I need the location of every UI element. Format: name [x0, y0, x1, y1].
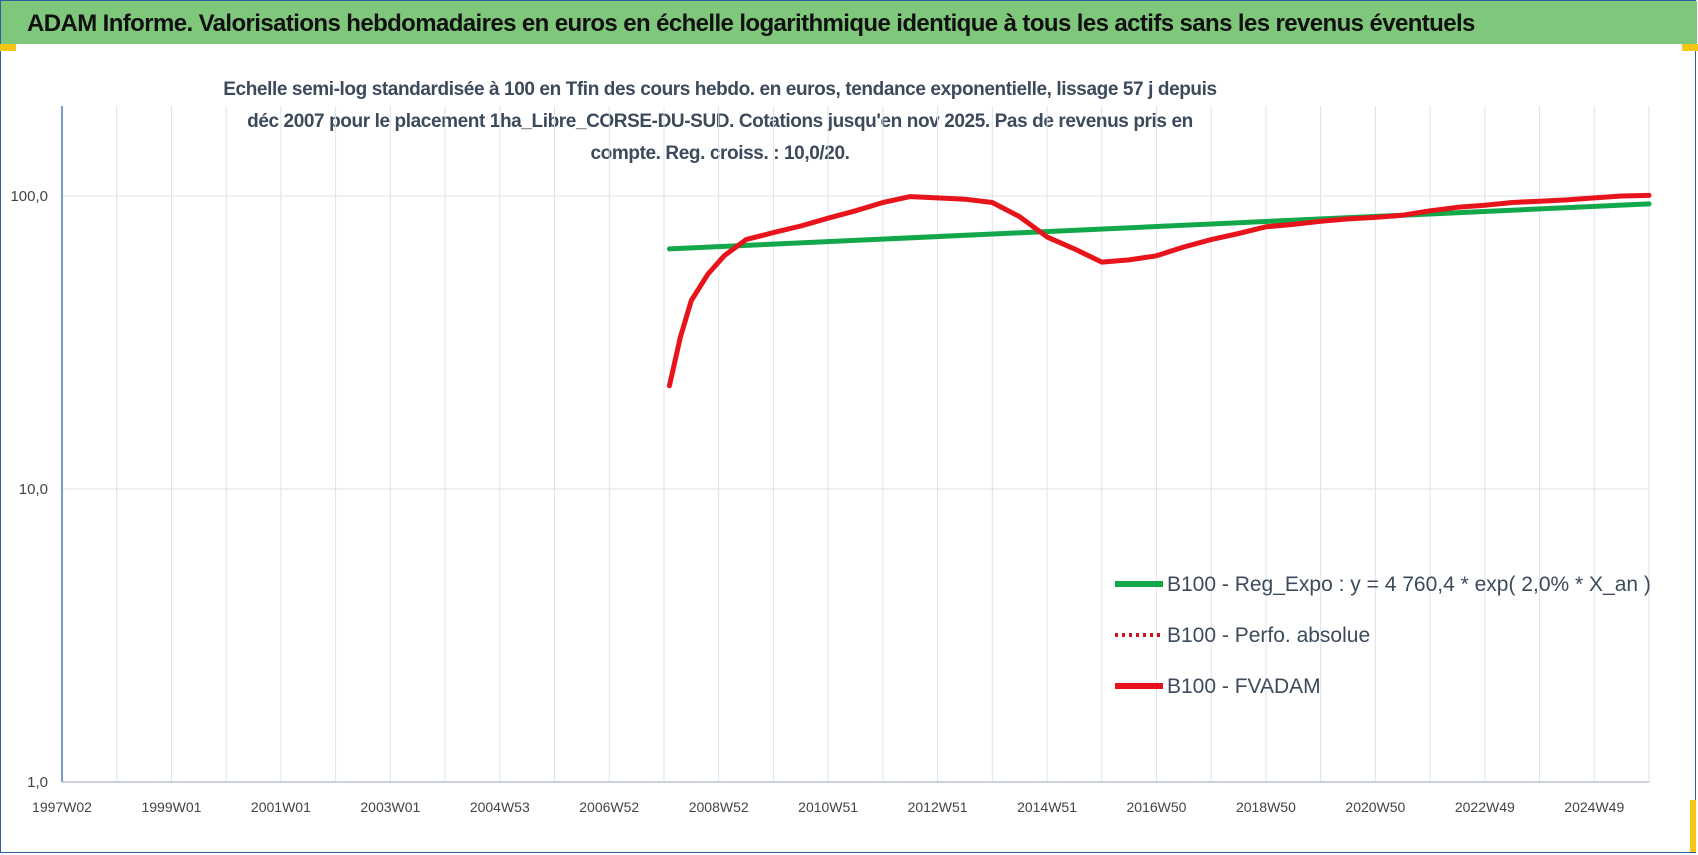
- x-tick-label: 1999W01: [141, 799, 201, 815]
- y-tick-label: 100,0: [10, 188, 48, 205]
- header-bar: ADAM Informe. Valorisations hebdomadaire…: [1, 1, 1697, 44]
- page-title: ADAM Informe. Valorisations hebdomadaire…: [27, 10, 1475, 37]
- legend-label-2: B100 - FVADAM: [1167, 675, 1321, 698]
- x-tick-label: 2003W01: [360, 799, 420, 815]
- grid: [61, 106, 1650, 783]
- x-tick-label: 2004W53: [470, 799, 530, 815]
- legend: B100 - Reg_Expo : y = 4 760,4 * exp( 2,0…: [1115, 573, 1651, 698]
- series: [666, 192, 1652, 389]
- legend-label-0: B100 - Reg_Expo : y = 4 760,4 * exp( 2,0…: [1167, 573, 1651, 596]
- x-tick-label: 2001W01: [251, 799, 311, 815]
- x-tick-label: 2022W49: [1455, 799, 1515, 815]
- axes: 1,0 10,0 100,0 1997W02 1999W01 2001W01 2003W01…: [10, 106, 1649, 815]
- series-line-2: [666, 192, 1652, 389]
- corner-marker-top-right: [1682, 44, 1698, 51]
- x-tick-label: 2024W49: [1564, 799, 1624, 815]
- y-tick-label: 10,0: [19, 481, 48, 498]
- x-tick-label: 2018W50: [1236, 799, 1296, 815]
- x-tick-label: 1997W02: [32, 799, 92, 815]
- x-tick-label: 2006W52: [579, 799, 639, 815]
- corner-marker-bottom-right: [1690, 800, 1696, 852]
- legend-label-1: B100 - Perfo. absolue: [1167, 624, 1370, 647]
- x-tick-label: 2016W50: [1127, 799, 1187, 815]
- chart-title: Echelle semi-log standardisée à 100 en T…: [223, 79, 1217, 164]
- x-tick-label: 2014W51: [1017, 799, 1077, 815]
- corner-marker-top-left: [0, 44, 16, 51]
- x-tick-label: 2020W50: [1345, 799, 1405, 815]
- series-line-0: [666, 201, 1652, 252]
- x-tick-label: 2012W51: [908, 799, 968, 815]
- x-tick-label: 2010W51: [798, 799, 858, 815]
- y-tick-label: 1,0: [27, 774, 48, 791]
- x-tick-label: 2008W52: [689, 799, 749, 815]
